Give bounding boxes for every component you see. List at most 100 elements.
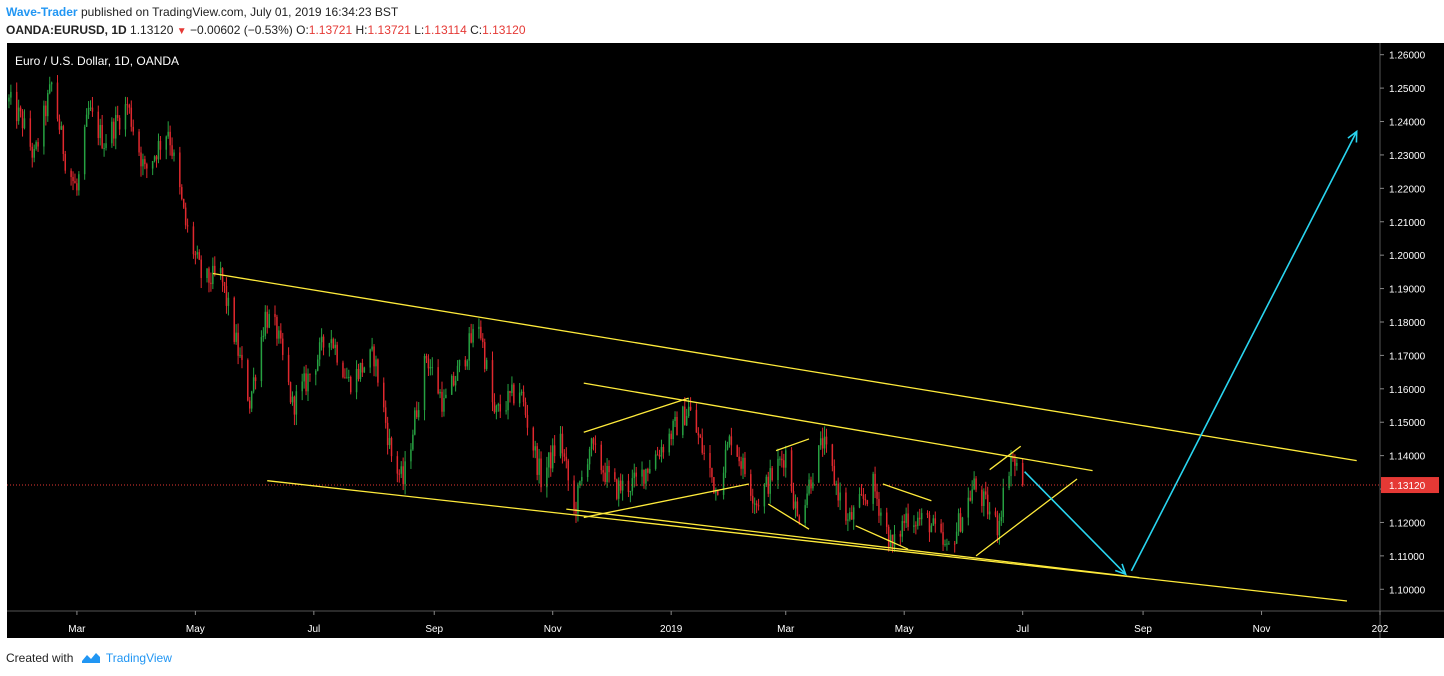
candle-up — [971, 489, 973, 501]
candle-down — [482, 338, 484, 343]
candle-up — [472, 328, 474, 343]
plot-background[interactable] — [7, 43, 1380, 611]
time-tick-label: Sep — [1134, 624, 1152, 635]
candle-down — [550, 452, 552, 469]
price-axis-background[interactable] — [1380, 43, 1444, 611]
candle-down — [699, 435, 702, 438]
candle-down — [72, 177, 74, 182]
candle-up — [466, 360, 469, 367]
candle-up — [872, 473, 874, 504]
chart-area[interactable]: 1.100001.110001.120001.130001.140001.150… — [0, 43, 1444, 638]
candle-down — [885, 512, 888, 527]
candle-down — [831, 444, 834, 466]
candle-up — [10, 91, 12, 98]
candle-up — [955, 531, 958, 544]
time-axis-background[interactable] — [7, 611, 1444, 638]
trendline[interactable] — [583, 397, 689, 433]
low-label: L: — [414, 23, 425, 37]
candle-down — [214, 265, 216, 274]
candle-up — [784, 450, 787, 468]
time-tick-label: 202 — [1372, 624, 1389, 635]
candle-down — [437, 367, 439, 394]
candle-up — [151, 161, 154, 169]
candle-up — [206, 268, 208, 279]
candle-up — [577, 485, 579, 514]
candle-up — [839, 492, 841, 501]
candle-down — [627, 480, 630, 492]
candle-down — [15, 91, 18, 122]
price-chart[interactable]: 1.100001.110001.120001.130001.140001.150… — [0, 43, 1444, 638]
candle-down — [845, 492, 847, 521]
candle-up — [48, 84, 51, 94]
candle-down — [97, 111, 100, 139]
candle-up — [849, 512, 851, 520]
trendline[interactable] — [767, 503, 810, 530]
candle-up — [355, 368, 358, 393]
time-tick-label: Nov — [544, 624, 562, 635]
candle-up — [252, 377, 255, 392]
candle-down — [113, 121, 115, 139]
candle-down — [862, 494, 865, 499]
trendline[interactable] — [775, 438, 810, 452]
candle-down — [899, 534, 902, 537]
candle-down — [225, 285, 228, 306]
candle-up — [429, 367, 432, 369]
trendline[interactable] — [882, 483, 932, 502]
candle-down — [373, 346, 375, 367]
candle-down — [532, 427, 535, 451]
candle-down — [237, 332, 239, 356]
candle-down — [45, 105, 47, 117]
candle-up — [808, 479, 810, 494]
time-tick-label: Jul — [307, 624, 320, 635]
projection-arrow-line[interactable] — [1130, 131, 1358, 572]
candle-down — [825, 436, 828, 445]
candle-down — [76, 183, 78, 191]
price-tick-label: 1.16000 — [1389, 385, 1426, 396]
time-tick-label: Mar — [777, 624, 795, 635]
candle-up — [763, 485, 766, 507]
candle-down — [796, 501, 799, 517]
close-value: 1.13120 — [482, 23, 526, 37]
candle-up — [359, 362, 362, 379]
candle-up — [348, 377, 350, 379]
candle-up — [880, 512, 882, 516]
candle-up — [78, 174, 80, 191]
candle-down — [361, 362, 364, 373]
candle-down — [402, 466, 404, 485]
candle-up — [235, 332, 237, 342]
candle-up — [1002, 487, 1005, 518]
candle-up — [318, 342, 321, 360]
candle-down — [524, 401, 527, 415]
candle-down — [208, 268, 210, 283]
author-link[interactable]: Wave-Trader — [6, 5, 78, 19]
candle-down — [959, 513, 962, 532]
candle-up — [328, 343, 331, 348]
candle-up — [1008, 476, 1010, 488]
price-tick-label: 1.25000 — [1389, 84, 1426, 95]
trendline[interactable] — [583, 483, 749, 519]
candle-down — [540, 458, 542, 488]
trendline[interactable] — [855, 525, 909, 550]
candle-down — [647, 468, 649, 473]
tradingview-logo-icon — [81, 651, 101, 667]
trendline[interactable] — [212, 272, 1357, 462]
projection-arrow-line[interactable] — [1024, 471, 1127, 575]
candle-up — [227, 297, 230, 306]
candle-down — [689, 406, 692, 410]
trendline[interactable] — [975, 478, 1078, 557]
candle-down — [736, 445, 738, 457]
candle-down — [499, 404, 502, 412]
candle-up — [682, 406, 684, 436]
trendlines-group — [7, 129, 1380, 602]
candle-up — [371, 346, 373, 350]
tradingview-link[interactable]: TradingView — [105, 651, 172, 665]
candle-down — [996, 515, 999, 536]
trendline[interactable] — [989, 445, 1022, 471]
trendline[interactable] — [566, 508, 1140, 579]
trendline[interactable] — [267, 480, 1348, 602]
candle-up — [495, 405, 498, 413]
candle-down — [184, 207, 187, 226]
change-value: −0.00602 (−0.53%) — [190, 23, 293, 37]
candle-down — [138, 131, 140, 153]
candle-down — [342, 362, 344, 378]
